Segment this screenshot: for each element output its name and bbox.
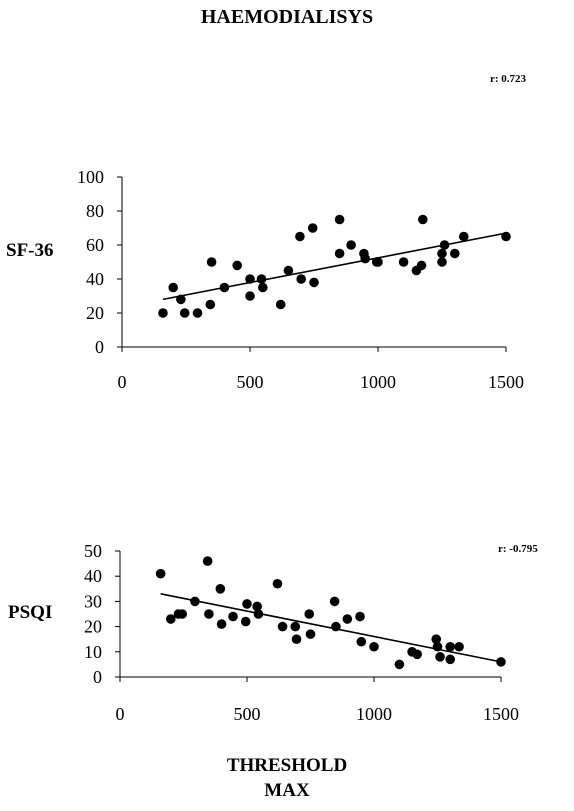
chart2-y-tick-label: 0: [93, 667, 102, 687]
chart2-data-point: [277, 621, 288, 632]
chart1-y-tick-label: 20: [86, 303, 104, 323]
chart2-trendline: [160, 593, 502, 663]
chart1-data-point: [192, 308, 203, 318]
chart2-y-tick-label: 30: [84, 591, 102, 611]
chart2-data-point: [329, 596, 340, 607]
chart1-data-point: [418, 214, 428, 225]
chart2-data-point: [228, 611, 238, 622]
chart1-data-point: [232, 260, 242, 271]
chart2-data-point: [242, 599, 252, 609]
chart2-data-point: [445, 654, 456, 665]
chart1-y-tick-label: 0: [95, 337, 104, 357]
chart2-data-point: [435, 652, 445, 662]
chart1-data-point: [450, 248, 460, 259]
chart2-data-point: [454, 641, 464, 652]
chart2-data-point: [240, 616, 251, 627]
chart2-data-point: [355, 611, 365, 622]
chart2-data-point: [394, 659, 405, 670]
chart1-data-point: [283, 265, 294, 276]
chart2-data-point: [155, 568, 166, 579]
chart2-data-point: [412, 649, 422, 660]
chart1-data-point: [179, 308, 190, 318]
x-axis-label-line1: THRESHOLD: [226, 755, 348, 776]
chart1-data-point: [258, 282, 268, 293]
chart1-x-tick-label: 0: [118, 372, 127, 392]
chart1-data-point: [398, 257, 409, 267]
chart1-data-point: [168, 282, 178, 293]
chart2-data-point: [202, 556, 213, 566]
chart1-data-point: [346, 240, 356, 250]
chart1-data-point: [360, 253, 371, 264]
chart2-data-point: [291, 634, 302, 644]
chart1-data-point: [416, 260, 427, 271]
x-axis-label-line2: MAX: [264, 780, 310, 801]
chart1-data-point: [158, 308, 168, 318]
chart1-y-axis-label: SF-36: [6, 240, 54, 261]
chart1-data-point: [245, 291, 255, 301]
chart2-data-point: [215, 584, 226, 594]
chart2-data-point: [166, 614, 176, 624]
chart2-y-tick-label: 20: [84, 617, 102, 637]
chart2-y-axis-label: PSQI: [8, 602, 53, 623]
chart1-data-point: [334, 248, 345, 259]
chart1-data-point: [437, 248, 447, 259]
chart2-x-tick-label: 500: [234, 704, 261, 724]
chart2-data-point: [342, 614, 353, 624]
chart1-data-point: [295, 231, 305, 242]
chart2-y-tick-label: 50: [84, 541, 102, 561]
chart2-r-annotation: r: -0.795: [498, 543, 538, 555]
chart1-data-point: [334, 214, 345, 225]
chart1-y-tick-label: 100: [77, 167, 104, 187]
chart2-data-point: [305, 629, 316, 639]
chart1-data-point: [309, 277, 319, 288]
chart2-x-tick-label: 0: [116, 704, 125, 724]
chart1-data-point: [437, 257, 447, 267]
chart2-x-tick-label: 1500: [483, 704, 519, 724]
chart1-data-point: [307, 223, 318, 233]
chart2-data-point: [369, 641, 379, 652]
chart2-y-tick-label: 40: [84, 566, 102, 586]
chart2-data-point: [304, 609, 315, 619]
chart2-data-point: [431, 634, 442, 644]
chart2-data-point: [252, 601, 262, 612]
chart2-data-point: [272, 578, 283, 589]
chart1-data-point: [275, 299, 286, 310]
chart2-data-point: [445, 641, 456, 652]
chart1-x-tick-label: 1000: [360, 372, 396, 392]
chart1-data-point: [205, 299, 216, 310]
chart1-y-tick-label: 80: [86, 201, 104, 221]
chart1-x-tick-label: 500: [237, 372, 264, 392]
chart1-data-point: [296, 274, 307, 284]
chart1-y-tick-label: 60: [86, 235, 104, 255]
chart1-x-tick-label: 1500: [488, 372, 524, 392]
chart1-data-point: [458, 231, 469, 242]
chart2-data-point: [356, 636, 367, 647]
page-title: HAEMODIALISYS: [200, 6, 374, 28]
chart2-data-point: [216, 619, 227, 629]
chart1-y-tick-label: 40: [86, 269, 104, 289]
chart1-data-point: [206, 257, 217, 267]
chart2-data-point: [177, 609, 188, 619]
chart1-data-point: [373, 257, 383, 267]
chart2-y-tick-label: 10: [84, 642, 102, 662]
chart2-data-point: [204, 609, 214, 619]
chart2-x-tick-label: 1000: [356, 704, 392, 724]
chart1-r-annotation: r: 0.723: [490, 73, 527, 85]
chart2-data-point: [290, 621, 301, 632]
chart1-trendline: [162, 232, 507, 301]
